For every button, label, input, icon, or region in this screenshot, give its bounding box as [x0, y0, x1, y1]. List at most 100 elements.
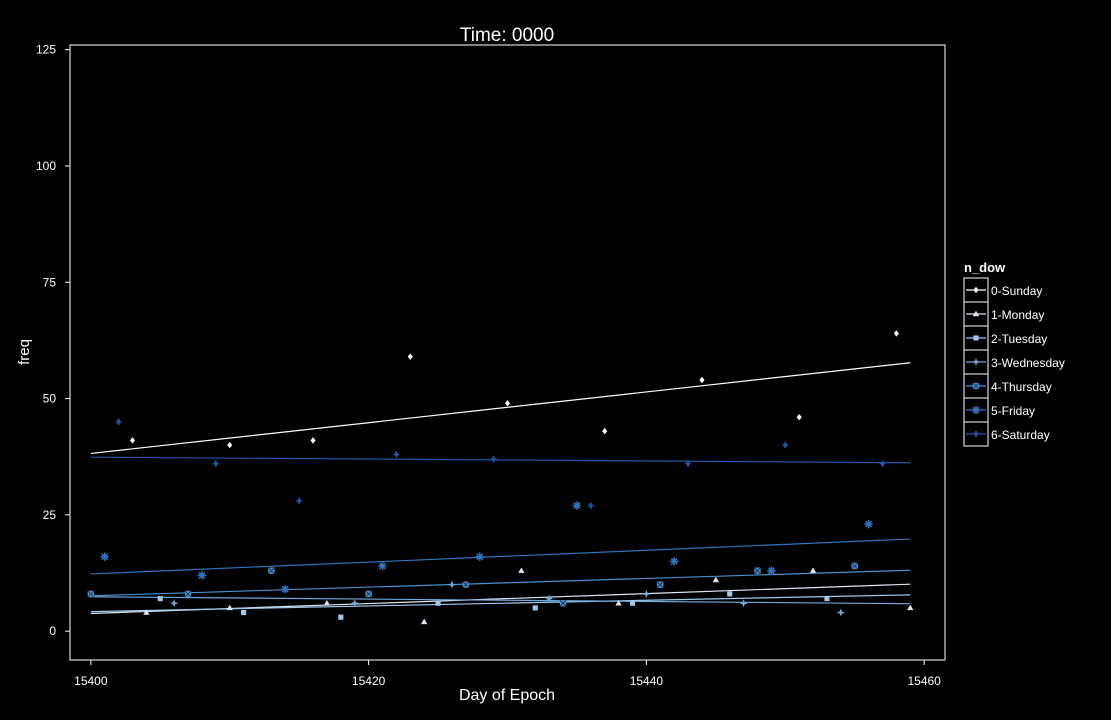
data-point: [518, 567, 525, 573]
data-point: [699, 376, 705, 384]
data-point: [712, 576, 720, 583]
data-point: [310, 437, 316, 444]
data-point: [545, 594, 554, 603]
data-points: [87, 330, 914, 625]
legend-marker: [973, 286, 979, 294]
data-point: [350, 599, 359, 608]
y-tick-label: 125: [36, 43, 56, 57]
data-point: [893, 330, 899, 337]
y-axis-label: freq: [16, 339, 33, 365]
legend-title: n_dow: [964, 260, 1006, 275]
legend-item: 6-Saturday: [963, 421, 1050, 447]
data-point: [197, 571, 207, 580]
legend: n_dow 0-Sunday 1-Monday 2-Tuesday 3-Wednesd…: [963, 260, 1065, 447]
data-point: [129, 437, 136, 444]
data-point: [587, 501, 595, 510]
data-point: [267, 567, 275, 575]
data-point: [727, 591, 733, 597]
data-point: [879, 459, 886, 468]
legend-item: 4-Thursday: [963, 373, 1052, 399]
data-point: [572, 501, 582, 510]
data-point: [393, 450, 400, 459]
data-point: [226, 604, 233, 611]
legend-label: 0-Sunday: [991, 284, 1042, 298]
trend-line-0-sunday: [90, 362, 911, 455]
chart-title: Time: 0000: [460, 25, 554, 46]
legend-items: 0-Sunday 1-Monday 2-Tuesday 3-Wednesday 4-Th…: [963, 277, 1065, 447]
trend-line-5-friday: [90, 538, 911, 575]
x-tick-label: 15420: [352, 674, 386, 688]
trend-line-4-thursday: [90, 569, 911, 597]
data-point: [684, 459, 692, 468]
plot-frame: [69, 44, 946, 661]
data-point: [907, 604, 914, 611]
legend-marker: [972, 382, 980, 390]
data-point: [782, 441, 789, 449]
x-axis-label: Day of Epoch: [459, 687, 555, 704]
data-point: [378, 561, 387, 571]
data-point: [559, 599, 567, 607]
x-tick-label: 15400: [74, 674, 108, 688]
data-point: [420, 618, 428, 625]
legend-item: 1-Monday: [963, 301, 1044, 327]
data-point: [143, 609, 150, 615]
data-point: [864, 520, 873, 529]
legend-marker: [973, 335, 979, 341]
data-point: [615, 600, 622, 606]
legend-item: 3-Wednesday: [963, 349, 1065, 375]
legend-key-box: [963, 421, 989, 447]
legend-marker: [971, 357, 981, 367]
data-point: [462, 581, 470, 589]
data-point: [629, 600, 636, 606]
data-point: [490, 455, 497, 463]
data-point: [87, 590, 95, 598]
data-point: [836, 608, 845, 617]
legend-marker: [972, 430, 980, 438]
data-point: [447, 580, 457, 589]
data-point: [796, 413, 802, 421]
data-point: [295, 497, 303, 505]
legend-marker: [971, 405, 981, 415]
data-point: [212, 459, 220, 468]
legend-label: 1-Monday: [991, 308, 1044, 322]
data-point: [767, 566, 776, 575]
legend-label: 3-Wednesday: [991, 356, 1065, 370]
x-axis: 15400 15420 15440 15460: [74, 660, 941, 688]
trend-line-6-saturday: [90, 456, 911, 464]
data-point: [241, 609, 247, 616]
data-point: [323, 600, 331, 606]
data-point: [227, 441, 233, 449]
data-point: [656, 581, 664, 589]
legend-item: 0-Sunday: [963, 277, 1042, 303]
trend-line-3-wednesday: [90, 596, 911, 605]
y-tick-label: 100: [36, 159, 56, 173]
data-point: [100, 552, 109, 561]
data-point: [407, 353, 413, 360]
legend-label: 2-Tuesday: [991, 332, 1047, 346]
data-point: [602, 427, 608, 435]
data-point: [435, 600, 441, 606]
legend-label: 6-Saturday: [991, 428, 1050, 442]
data-point: [115, 417, 122, 426]
data-point: [851, 562, 859, 570]
data-point: [739, 599, 748, 608]
data-point: [809, 567, 817, 573]
legend-item: 2-Tuesday: [963, 325, 1047, 351]
data-point: [170, 599, 179, 608]
y-tick-label: 0: [49, 624, 56, 638]
legend-marker: [972, 310, 980, 317]
data-point: [532, 605, 538, 611]
data-point: [281, 585, 290, 594]
x-tick-label: 15440: [630, 674, 664, 688]
data-point: [475, 552, 484, 561]
data-point: [184, 590, 192, 598]
data-point: [824, 596, 830, 602]
data-point: [504, 400, 511, 407]
y-tick-label: 75: [43, 275, 57, 289]
y-tick-label: 50: [43, 392, 57, 406]
legend-label: 5-Friday: [991, 404, 1035, 418]
data-point: [157, 596, 163, 602]
data-point: [754, 567, 761, 575]
x-tick-label: 15460: [907, 674, 941, 688]
